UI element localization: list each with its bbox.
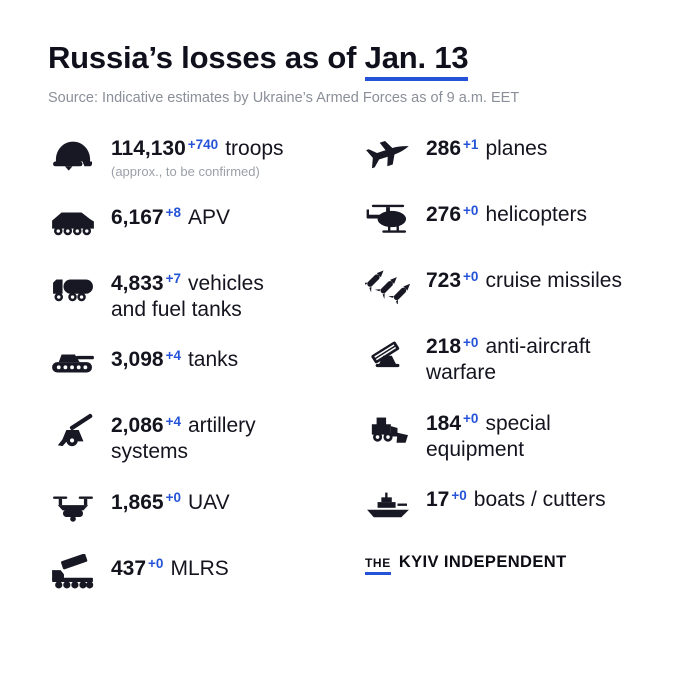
fighter-jet-icon xyxy=(363,133,413,173)
loss-delta: +8 xyxy=(165,205,181,221)
cruise-missiles-icon xyxy=(363,265,413,305)
loss-delta: +4 xyxy=(165,413,181,429)
loss-delta: +4 xyxy=(165,347,181,363)
loss-label: troops xyxy=(225,137,284,160)
loss-delta: +7 xyxy=(165,271,181,287)
loss-delta: +0 xyxy=(148,556,164,572)
loss-label: artillery systems xyxy=(111,414,256,464)
mlrs-icon xyxy=(48,553,98,593)
loss-delta: +0 xyxy=(165,490,181,506)
loss-label: UAV xyxy=(187,490,230,514)
loss-value: 2,086 xyxy=(111,414,164,437)
loss-item-mlrs: 437 +0 MLRS xyxy=(48,553,363,598)
loss-value: 114,130 xyxy=(111,137,186,160)
loss-note: (approx., to be confirmed) xyxy=(111,164,260,180)
anti-aircraft-icon xyxy=(363,331,413,371)
loss-value: 3,098 xyxy=(111,348,164,371)
loss-delta: +1 xyxy=(463,136,479,152)
page-title: Russia’s losses as of Jan. 13 xyxy=(48,40,636,81)
helicopter-icon xyxy=(363,199,413,239)
loss-label: boats / cutters xyxy=(473,488,606,511)
logo-the: THE xyxy=(365,556,391,575)
loss-value: 4,833 xyxy=(111,271,164,295)
title-text: Russia’s losses as of xyxy=(48,40,365,75)
loss-label: special equipment xyxy=(426,411,551,461)
loss-item-uav: 1,865 +0 UAV xyxy=(48,490,363,532)
logo-name: KYIV INDEPENDENT xyxy=(398,553,567,571)
right-column: 286 +1 planes 276 +0 helicopters 723 +0 cruise… xyxy=(363,136,636,622)
uav-icon xyxy=(48,487,98,527)
loss-label: helicopters xyxy=(485,203,588,226)
loss-value: 437 xyxy=(111,556,147,580)
loss-delta: +0 xyxy=(463,268,479,284)
losses-grid: 114,130 +740 troops (approx., to be confir… xyxy=(48,136,636,622)
loss-item-tanks: 3,098 +4 tanks xyxy=(48,347,363,389)
loss-value: 218 xyxy=(426,335,462,358)
source-line: Source: Indicative estimates by Ukraine’… xyxy=(48,90,520,106)
loss-value: 286 xyxy=(426,137,462,160)
left-column: 114,130 +740 troops (approx., to be confir… xyxy=(48,136,363,622)
fuel-truck-icon xyxy=(48,268,98,308)
kyiv-independent-logo: THE KYIV INDEPENDENT xyxy=(363,553,636,575)
loss-item-apv: 6,167 +8 APV xyxy=(48,205,363,247)
special-equipment-icon xyxy=(363,408,413,448)
loss-item-troops: 114,130 +740 troops (approx., to be confir… xyxy=(48,136,363,181)
loss-value: 276 xyxy=(426,203,462,226)
loss-label: APV xyxy=(187,205,230,229)
loss-item-boats: 17 +0 boats / cutters xyxy=(363,487,636,529)
loss-label: MLRS xyxy=(170,556,229,580)
loss-delta: +0 xyxy=(463,202,479,218)
artillery-icon xyxy=(48,410,98,450)
loss-delta: +0 xyxy=(463,411,479,427)
loss-item-special-equipment: 184 +0 special equipment xyxy=(363,411,636,464)
loss-item-cruise-missiles: 723 +0 cruise missiles xyxy=(363,268,636,310)
title-date: Jan. 13 xyxy=(364,40,469,81)
loss-label: tanks xyxy=(187,348,239,371)
loss-delta: +740 xyxy=(187,136,219,152)
loss-delta: +0 xyxy=(451,487,467,503)
loss-label: vehicles and fuel tanks xyxy=(111,271,264,321)
boat-icon xyxy=(363,484,413,524)
loss-item-anti-aircraft: 218 +0 anti-aircraft warfare xyxy=(363,334,636,387)
loss-item-helicopters: 276 +0 helicopters xyxy=(363,202,636,244)
loss-value: 723 xyxy=(426,269,462,292)
loss-item-planes: 286 +1 planes xyxy=(363,136,636,178)
apv-icon xyxy=(48,202,98,242)
loss-item-artillery: 2,086 +4 artillery systems xyxy=(48,413,363,466)
helmet-icon xyxy=(48,133,98,173)
loss-value: 184 xyxy=(426,411,462,435)
loss-value: 1,865 xyxy=(111,490,164,514)
loss-value: 17 xyxy=(426,488,450,511)
loss-label: planes xyxy=(485,137,548,160)
loss-item-vehicles: 4,833 +7 vehicles and fuel tanks xyxy=(48,271,363,324)
loss-label: cruise missiles xyxy=(485,269,622,292)
loss-label: anti-aircraft warfare xyxy=(426,335,591,385)
loss-delta: +0 xyxy=(463,334,479,350)
tank-icon xyxy=(48,344,98,384)
loss-value: 6,167 xyxy=(111,205,164,229)
